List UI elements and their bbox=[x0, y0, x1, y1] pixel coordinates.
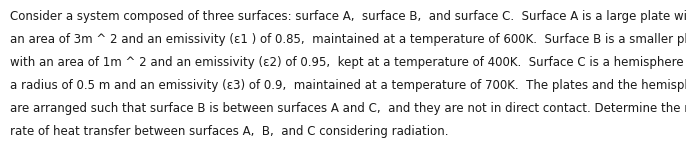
Text: an area of 3m ^ 2 and an emissivity (ε1 ) of 0.85,  maintained at a temperature : an area of 3m ^ 2 and an emissivity (ε1 … bbox=[10, 33, 686, 46]
Text: rate of heat transfer between surfaces A,  B,  and C considering radiation.: rate of heat transfer between surfaces A… bbox=[10, 125, 449, 138]
Text: with an area of 1m ^ 2 and an emissivity (ε2) of 0.95,  kept at a temperature of: with an area of 1m ^ 2 and an emissivity… bbox=[10, 56, 686, 69]
Text: are arranged such that surface B is between surfaces A and C,  and they are not : are arranged such that surface B is betw… bbox=[10, 102, 686, 115]
Text: a radius of 0.5 m and an emissivity (ε3) of 0.9,  maintained at a temperature of: a radius of 0.5 m and an emissivity (ε3)… bbox=[10, 79, 686, 92]
Text: Consider a system composed of three surfaces: surface A,  surface B,  and surfac: Consider a system composed of three surf… bbox=[10, 10, 686, 23]
